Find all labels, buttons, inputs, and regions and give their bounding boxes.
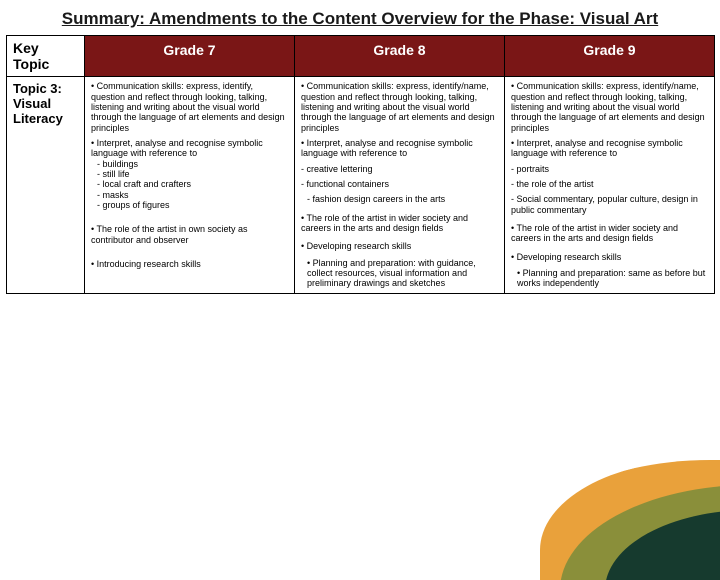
col-grade-9: Grade 9: [505, 36, 715, 77]
g9-p3: • The role of the artist in wider societ…: [511, 223, 708, 244]
g7-s1: - buildings: [91, 159, 288, 169]
g7-s5: - groups of figures: [91, 200, 288, 210]
g8-p3: • The role of the artist in wider societ…: [301, 213, 498, 234]
g9-p2: • Interpret, analyse and recognise symbo…: [511, 138, 708, 159]
g7-s2: - still life: [91, 169, 288, 179]
g8-p2: • Interpret, analyse and recognise symbo…: [301, 138, 498, 159]
g9-p1: • Communication skills: express, identif…: [511, 81, 708, 133]
g9-p5: • Planning and preparation: same as befo…: [511, 268, 708, 289]
g7-p3: • The role of the artist in own society …: [91, 224, 288, 245]
g7-p1: • Communication skills: express, identif…: [91, 81, 288, 133]
g8-s1: - creative lettering: [301, 164, 498, 174]
arc-outer: [540, 460, 720, 580]
g8-p1: • Communication skills: express, identif…: [301, 81, 498, 133]
topic-label: Topic 3: Visual Literacy: [7, 77, 85, 294]
g7-content: • Communication skills: express, identif…: [91, 81, 288, 269]
cell-grade-9: • Communication skills: express, identif…: [505, 77, 715, 294]
g9-p4: • Developing research skills: [511, 252, 708, 262]
arc-mid: [560, 485, 720, 580]
g7-s3: - local craft and crafters: [91, 179, 288, 189]
g8-s3: - fashion design careers in the arts: [301, 194, 498, 204]
g9-content: • Communication skills: express, identif…: [511, 81, 708, 289]
cell-grade-8: • Communication skills: express, identif…: [295, 77, 505, 294]
cell-grade-7: • Communication skills: express, identif…: [85, 77, 295, 294]
g7-s4: - masks: [91, 190, 288, 200]
g7-p4: • Introducing research skills: [91, 259, 288, 269]
slide-title: Summary: Amendments to the Content Overv…: [0, 0, 720, 33]
table-header-row: Key Topic Grade 7 Grade 8 Grade 9: [7, 36, 715, 77]
g7-p2-group: • Interpret, analyse and recognise symbo…: [91, 138, 288, 210]
col-key-topic: Key Topic: [7, 36, 85, 77]
g9-s2: - the role of the artist: [511, 179, 708, 189]
g9-s1: - portraits: [511, 164, 708, 174]
g8-content: • Communication skills: express, identif…: [301, 81, 498, 289]
table-row: Topic 3: Visual Literacy • Communication…: [7, 77, 715, 294]
col-grade-8: Grade 8: [295, 36, 505, 77]
slide: Summary: Amendments to the Content Overv…: [0, 0, 720, 540]
g8-s2: - functional containers: [301, 179, 498, 189]
arc-inner: [605, 510, 720, 580]
g8-p4: • Developing research skills: [301, 241, 498, 251]
col-grade-7: Grade 7: [85, 36, 295, 77]
g8-p5: • Planning and preparation: with guidanc…: [301, 258, 498, 289]
g7-p2: • Interpret, analyse and recognise symbo…: [91, 138, 288, 159]
g9-s3: - Social commentary, popular culture, de…: [511, 194, 708, 215]
content-table: Key Topic Grade 7 Grade 8 Grade 9 Topic …: [6, 35, 715, 294]
decorative-arc: [540, 460, 720, 580]
